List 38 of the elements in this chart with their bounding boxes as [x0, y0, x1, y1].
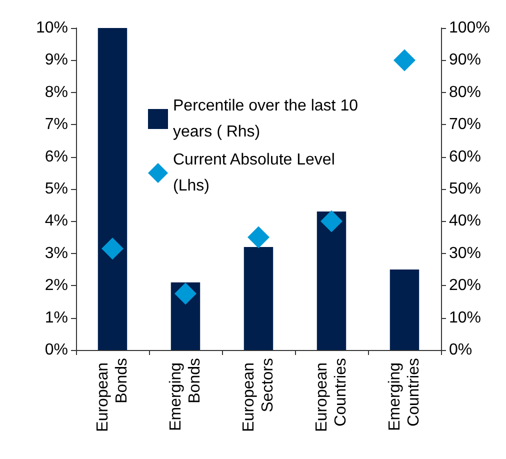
point	[102, 238, 124, 260]
y2-tick-label: 90%	[449, 52, 482, 69]
y2-tick-label: 30%	[449, 244, 482, 262]
y2-tick-label: 10%	[449, 309, 482, 326]
y2-tick-label: 20%	[449, 277, 482, 294]
point	[248, 226, 270, 248]
y-tick-label: 2%	[44, 277, 68, 294]
y2-tick-label: 70%	[449, 116, 482, 134]
y-tick-label: 7%	[44, 116, 68, 134]
x-tick-label: Emerging Countries	[386, 358, 422, 431]
y-tick-label: 1%	[44, 309, 68, 326]
point	[174, 282, 196, 305]
bar	[316, 212, 346, 350]
y-tick-label: 3%	[44, 244, 68, 262]
x-tick-label: European Countries	[314, 358, 350, 432]
y-tick-label: 5%	[44, 180, 68, 198]
y-tick-label: 9%	[44, 52, 68, 69]
x-tick-label: Emerging Bonds	[168, 358, 204, 431]
point	[320, 210, 342, 232]
bar	[98, 28, 128, 350]
y-tick-label: 4%	[44, 212, 68, 230]
legend-label: Percentile over the last 10 years ( Rhs)	[173, 98, 362, 140]
bar	[244, 246, 274, 350]
y2-tick-label: 80%	[449, 84, 482, 101]
y2-tick-label: 50%	[449, 180, 482, 198]
y-tick-label: 8%	[44, 84, 68, 101]
point	[394, 49, 416, 72]
x-tick-label: European Bonds	[94, 358, 130, 432]
x-tick-label: European Sectors	[240, 358, 276, 432]
y-tick-label: 0%	[44, 342, 68, 358]
bar	[390, 270, 420, 350]
y-tick-label: 10%	[36, 20, 68, 36]
y-tick-label: 6%	[44, 148, 68, 166]
y2-tick-label: 60%	[449, 148, 482, 166]
y2-tick-label: 0%	[449, 342, 472, 358]
legend-label: Current Absolute Level (Lhs)	[173, 152, 340, 194]
y2-tick-label: 100%	[449, 20, 490, 36]
y2-tick-label: 40%	[449, 212, 482, 230]
